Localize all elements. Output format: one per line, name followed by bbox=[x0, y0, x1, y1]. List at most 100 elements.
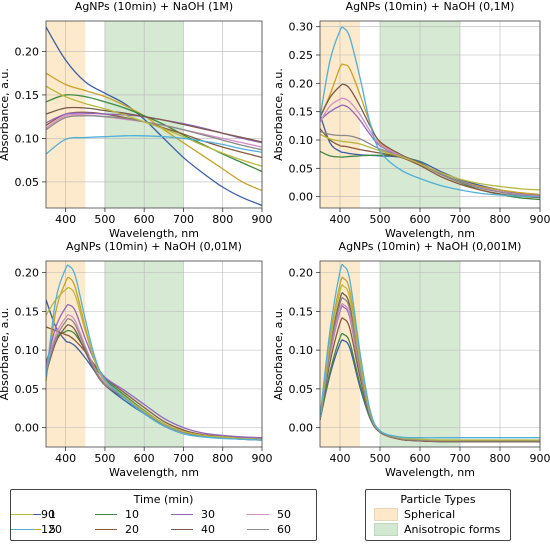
y-tick-label: 0.10 bbox=[289, 344, 314, 357]
panel-title: AgNPs (10min) + NaOH (0,001M) bbox=[339, 240, 522, 253]
legend-line-swatch bbox=[171, 529, 193, 530]
panel-title: AgNPs (10min) + NaOH (1M) bbox=[75, 0, 233, 13]
x-tick-label: 500 bbox=[370, 213, 391, 226]
x-axis-label: Wavelength, nm bbox=[385, 466, 475, 479]
series-line-5 bbox=[46, 72, 262, 192]
legend-line-swatch bbox=[11, 529, 33, 530]
legend-color-patch bbox=[374, 523, 398, 536]
x-tick-label: 400 bbox=[55, 213, 76, 226]
legend-entry-50: 50 bbox=[247, 508, 291, 521]
y-axis-label: Absorbance, a.u. bbox=[272, 308, 285, 401]
plot-frame bbox=[319, 260, 541, 448]
y-axis-label: Absorbance, a.u. bbox=[0, 308, 11, 401]
y-tick-label: 0.05 bbox=[15, 383, 40, 396]
particle-types-legend: Particle Types Spherical Anisotropic form… bbox=[365, 489, 511, 541]
x-tick-label: 900 bbox=[252, 452, 273, 465]
x-tick-label: 900 bbox=[252, 213, 273, 226]
y-tick-label: 0.15 bbox=[289, 305, 314, 318]
series-line-120 bbox=[320, 26, 540, 198]
legend-line-swatch bbox=[171, 514, 193, 515]
y-tick-label: 0.10 bbox=[15, 344, 40, 357]
series-line-10 bbox=[46, 94, 262, 173]
panel-1: 400 500 600 700 800 900 0.05 0.10 0.15 0.20 AgNPs … bbox=[0, 0, 273, 240]
legend-label: 40 bbox=[201, 523, 215, 536]
y-tick-label: 0.05 bbox=[289, 162, 314, 175]
series-line-120 bbox=[46, 135, 262, 155]
legend-color-patch bbox=[374, 508, 398, 521]
legend-line-swatch bbox=[247, 514, 269, 515]
panel-2: 400 500 600 700 800 900 0.00 0.05 0.10 0.15 0.20 0.… bbox=[272, 0, 550, 240]
x-tick-label: 800 bbox=[212, 452, 233, 465]
x-tick-label: 900 bbox=[530, 452, 550, 465]
legend-label: Spherical bbox=[404, 508, 456, 521]
legend-entry-20: 20 bbox=[95, 523, 139, 536]
legend-line-swatch bbox=[95, 514, 117, 515]
y-tick-label: 0.15 bbox=[15, 305, 40, 318]
y-tick-label: 0.20 bbox=[15, 267, 40, 280]
x-axis-label: Wavelength, nm bbox=[385, 227, 475, 240]
y-tick-label: 0.30 bbox=[289, 21, 314, 34]
x-tick-label: 500 bbox=[94, 452, 115, 465]
y-tick-label: 0.00 bbox=[289, 422, 314, 435]
series-line-90 bbox=[320, 133, 540, 191]
y-tick-label: 0.00 bbox=[15, 422, 40, 435]
series-line-60 bbox=[320, 130, 540, 198]
time-legend: Time (min) 1 5 10 20 30 40 50 60 90 120 bbox=[10, 489, 317, 541]
time-legend-title: Time (min) bbox=[133, 493, 194, 506]
series-line-20 bbox=[320, 317, 540, 443]
x-tick-label: 600 bbox=[134, 452, 155, 465]
x-tick-label: 600 bbox=[410, 452, 431, 465]
legend-label: 20 bbox=[125, 523, 139, 536]
y-tick-label: 0.15 bbox=[15, 89, 40, 102]
series-line-40 bbox=[46, 106, 262, 143]
legend-line-swatch bbox=[95, 529, 117, 530]
x-tick-label: 800 bbox=[212, 213, 233, 226]
x-tick-label: 700 bbox=[173, 452, 194, 465]
y-tick-label: 0.15 bbox=[289, 106, 314, 119]
y-tick-label: 0.20 bbox=[289, 267, 314, 280]
x-tick-label: 700 bbox=[450, 452, 471, 465]
legend-line-swatch bbox=[11, 514, 33, 515]
x-tick-label: 600 bbox=[134, 213, 155, 226]
legend-entry-spherical: Spherical bbox=[374, 508, 455, 521]
panel-title: AgNPs (10min) + NaOH (0,01M) bbox=[66, 240, 242, 253]
series-line-120 bbox=[46, 264, 262, 441]
x-tick-label: 400 bbox=[330, 452, 351, 465]
legend-label: 120 bbox=[41, 523, 62, 536]
y-axis-label: Absorbance, a.u. bbox=[272, 68, 285, 161]
legend-entry-40: 40 bbox=[171, 523, 215, 536]
y-axis-label: Absorbance, a.u. bbox=[0, 68, 11, 161]
legend-label: 10 bbox=[125, 508, 139, 521]
legend-entry-anisotropic: Anisotropic forms bbox=[374, 523, 500, 536]
series-line-120 bbox=[320, 263, 540, 439]
legend-label: 30 bbox=[201, 508, 215, 521]
panel-3: 400 500 600 700 800 900 0.00 0.05 0.10 0.15 0.20 Ag… bbox=[0, 240, 273, 479]
x-tick-label: 500 bbox=[94, 213, 115, 226]
plot-frame bbox=[45, 20, 263, 209]
x-axis-label: Wavelength, nm bbox=[109, 227, 199, 240]
particle-types-legend-title: Particle Types bbox=[400, 493, 476, 506]
y-tick-label: 0.10 bbox=[15, 132, 40, 145]
series-line-30 bbox=[46, 304, 262, 439]
y-tick-label: 0.20 bbox=[289, 77, 314, 90]
panel-title: AgNPs (10min) + NaOH (0,1M) bbox=[346, 0, 515, 13]
x-tick-label: 700 bbox=[450, 213, 471, 226]
legend-entry-30: 30 bbox=[171, 508, 215, 521]
series-line-60 bbox=[46, 318, 262, 441]
panel-4: 400 500 600 700 800 900 0.00 0.05 0.10 0.15 0.20 Ag… bbox=[272, 240, 550, 479]
series-line-20 bbox=[46, 326, 262, 440]
x-tick-label: 500 bbox=[370, 452, 391, 465]
legend-label: 60 bbox=[277, 523, 291, 536]
x-axis-label: Wavelength, nm bbox=[109, 466, 199, 479]
x-tick-label: 700 bbox=[173, 213, 194, 226]
legend-entry-120: 120 bbox=[11, 523, 62, 536]
series-line-60 bbox=[320, 296, 540, 442]
y-tick-label: 0.25 bbox=[289, 49, 314, 62]
y-tick-label: 0.05 bbox=[289, 383, 314, 396]
x-tick-label: 400 bbox=[55, 452, 76, 465]
y-tick-label: 0.20 bbox=[15, 45, 40, 58]
legend-line-swatch bbox=[247, 529, 269, 530]
series-line-20 bbox=[320, 128, 540, 199]
legend-entry-10: 10 bbox=[95, 508, 139, 521]
plot-frame bbox=[45, 260, 263, 448]
